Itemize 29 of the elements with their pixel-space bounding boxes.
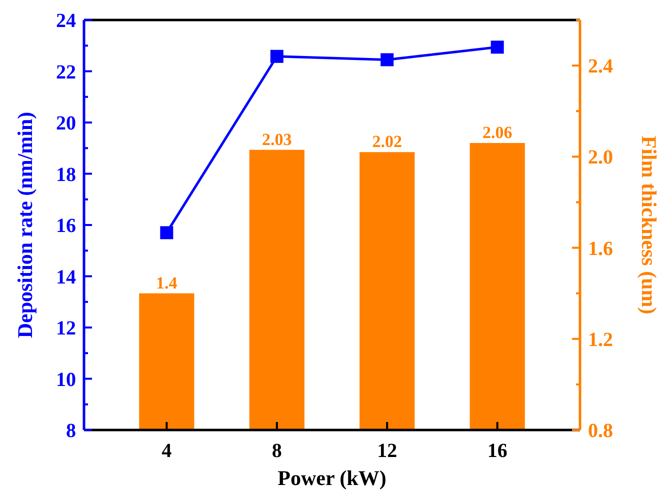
y-tick-label: 20 bbox=[56, 112, 76, 134]
y-tick-label: 10 bbox=[56, 368, 76, 391]
y-tick-label: 12 bbox=[56, 318, 76, 340]
text: 2.4 bbox=[588, 56, 613, 78]
x-tick-label: 12 bbox=[377, 440, 398, 462]
text: 2.0 bbox=[588, 146, 613, 169]
y-tick-label: 16 bbox=[56, 215, 76, 237]
point bbox=[490, 40, 504, 54]
text: 1.6 bbox=[588, 238, 613, 260]
y-tick-label: 14 bbox=[56, 266, 76, 288]
x-tick-label: 8 bbox=[272, 440, 282, 462]
y-tick-label: 22 bbox=[56, 61, 76, 84]
y2-axis-title: Film thickness (um) bbox=[637, 136, 661, 314]
y-tick-label: 18 bbox=[56, 164, 76, 186]
y-tick-label: 8 bbox=[66, 420, 76, 442]
data-label: 2.06 bbox=[482, 123, 512, 142]
data-label: 2.02 bbox=[372, 132, 402, 152]
point bbox=[270, 50, 284, 63]
point bbox=[160, 226, 174, 240]
y-tick-label: 24 bbox=[56, 10, 76, 32]
x-axis-title: Power (kW) bbox=[278, 466, 386, 490]
text: 1.2 bbox=[588, 328, 613, 351]
x-tick-label: 16 bbox=[487, 440, 508, 462]
data-label: 1.4 bbox=[156, 273, 178, 292]
data-label: 2.03 bbox=[262, 130, 292, 149]
x-tick-label: 4 bbox=[162, 440, 172, 462]
y-axis-title: Deposition rate (nm/min) bbox=[13, 112, 37, 338]
text: 0.8 bbox=[588, 420, 613, 442]
point bbox=[380, 53, 394, 66]
